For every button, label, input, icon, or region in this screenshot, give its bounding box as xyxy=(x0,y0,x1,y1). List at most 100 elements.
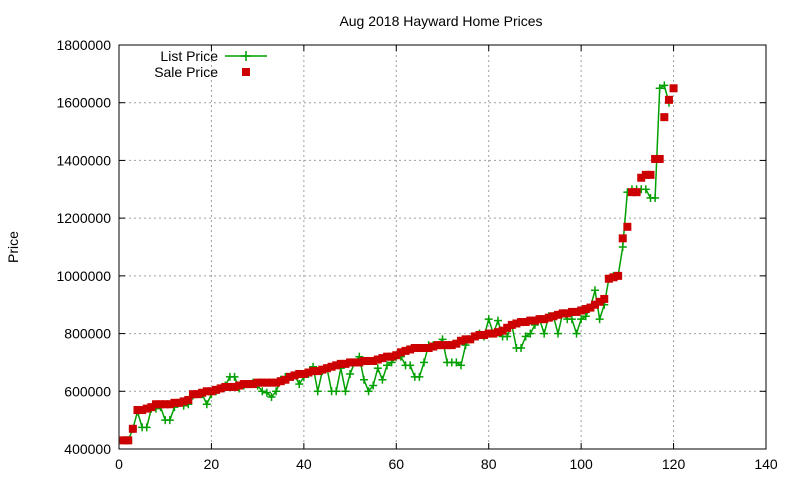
sale-price-point xyxy=(577,306,586,315)
sale-price-point xyxy=(336,359,345,368)
list-price-point xyxy=(369,381,378,390)
sale-price-point xyxy=(396,348,405,357)
sale-price-point xyxy=(586,303,595,312)
sale-price-point xyxy=(489,329,498,338)
list-price-point xyxy=(258,387,267,396)
sale-price-point xyxy=(632,188,641,197)
sale-price-point xyxy=(383,352,392,361)
sale-price-point xyxy=(480,331,489,340)
sale-price-point xyxy=(369,356,378,365)
sale-price-point xyxy=(604,274,613,283)
legend-marker-list-price xyxy=(241,51,251,61)
sale-price-point xyxy=(387,352,396,361)
sale-price-point xyxy=(406,345,415,354)
sale-price-point xyxy=(290,371,299,380)
list-price-point xyxy=(341,387,350,396)
sale-price-point xyxy=(664,95,673,104)
sale-price-point xyxy=(461,335,470,344)
x-tick-label: 60 xyxy=(388,456,404,472)
x-tick-label: 0 xyxy=(115,456,123,472)
legend-label-sale-price: Sale Price xyxy=(154,64,218,80)
list-price-point xyxy=(618,243,627,251)
sale-price-point xyxy=(544,313,553,322)
sale-price-point xyxy=(364,356,373,365)
sale-price-point xyxy=(627,188,636,197)
list-price-point xyxy=(373,364,382,373)
list-price-point xyxy=(591,286,600,295)
sale-price-point xyxy=(249,380,258,389)
grid xyxy=(119,45,766,449)
sale-price-point xyxy=(198,388,207,397)
sale-price-point xyxy=(526,316,535,325)
list-price-point xyxy=(521,332,530,341)
sale-price-point xyxy=(188,390,197,399)
sale-price-point xyxy=(484,329,493,338)
sale-price-point xyxy=(128,424,137,433)
sale-price-point xyxy=(119,436,128,445)
y-axis-label: Price xyxy=(5,231,21,263)
list-price-point xyxy=(165,416,174,425)
sale-price-point xyxy=(424,344,433,352)
sale-price-point xyxy=(558,309,567,318)
list-price-point xyxy=(651,193,660,202)
sale-price-point xyxy=(276,377,285,386)
y-tick-label: 400000 xyxy=(64,441,111,457)
sale-price-point xyxy=(221,382,230,391)
list-price-point xyxy=(567,315,576,324)
sale-price-point xyxy=(313,367,322,376)
list-price-point xyxy=(655,84,664,93)
list-price-point xyxy=(332,387,341,396)
sale-price-point xyxy=(179,397,188,406)
x-tick-label: 80 xyxy=(481,456,497,472)
sale-price-point xyxy=(595,297,604,306)
chart-title: Aug 2018 Hayward Home Prices xyxy=(339,13,542,29)
sale-price-point xyxy=(253,378,262,387)
sale-price-point xyxy=(623,222,632,231)
y-tick-label: 600000 xyxy=(64,383,111,399)
y-tick-label: 1400000 xyxy=(56,152,111,168)
sale-price-point xyxy=(346,358,355,367)
sale-price-point xyxy=(567,307,576,316)
x-tick-label: 120 xyxy=(662,456,686,472)
sale-price-point xyxy=(637,173,646,182)
sale-price-point xyxy=(447,341,456,350)
sale-price-point xyxy=(456,336,465,345)
list-price-point xyxy=(230,372,239,381)
sale-price-point xyxy=(512,319,521,328)
sale-price-point xyxy=(420,344,429,352)
sale-price-point xyxy=(235,381,244,390)
sale-price-point xyxy=(614,271,623,280)
sale-price-point xyxy=(392,351,401,360)
sale-price-point xyxy=(429,342,438,351)
list-price-point xyxy=(313,387,322,396)
list-price-point xyxy=(406,361,415,370)
sale-price-point xyxy=(350,358,359,367)
sale-price-point xyxy=(669,84,678,93)
sale-price-point xyxy=(142,404,151,413)
list-price-point xyxy=(526,329,535,338)
sale-price-point xyxy=(299,369,308,378)
list-price-point xyxy=(346,369,355,378)
y-tick-label: 1200000 xyxy=(56,210,111,226)
plot-frame xyxy=(118,44,767,450)
sale-price-point xyxy=(475,331,484,340)
sale-price-point xyxy=(202,387,211,396)
sale-price-point xyxy=(410,344,419,352)
sale-price-point xyxy=(655,154,664,163)
sale-price-point xyxy=(175,398,184,407)
list-price-point xyxy=(364,387,373,396)
sale-price-point xyxy=(151,400,160,409)
legend: List Price Sale Price xyxy=(154,48,267,80)
sale-price-point xyxy=(322,364,331,373)
sale-price-point xyxy=(258,378,267,387)
sale-price-point xyxy=(443,341,452,350)
sale-price-point xyxy=(503,323,512,332)
list-price-point xyxy=(595,315,604,324)
list-price-point xyxy=(484,315,493,324)
list-price-point xyxy=(660,81,669,90)
sale-price-point xyxy=(295,369,304,378)
list-price-point xyxy=(493,316,502,325)
list-price-point xyxy=(577,315,586,324)
list-price-point xyxy=(572,329,581,338)
list-price-point xyxy=(383,361,392,370)
